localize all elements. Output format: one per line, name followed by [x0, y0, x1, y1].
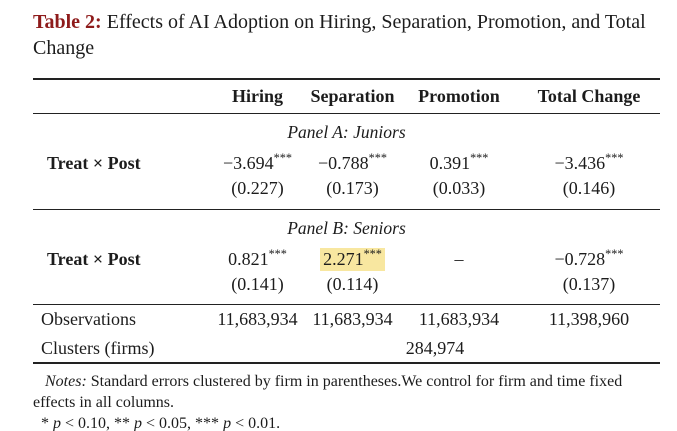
observations-row: Observations 11,683,934 11,683,934 11,68…: [33, 305, 660, 334]
sig-part: *: [41, 415, 53, 431]
coef-cell-b-promotion: –: [400, 248, 518, 271]
coefficient-value: −0.788***: [315, 150, 390, 175]
significance-stars: ***: [368, 150, 387, 165]
panel-a-coefficient-row: Treat × Post −3.694*** −0.788*** 0.391**…: [33, 150, 660, 176]
coef-number: 2.271: [323, 248, 364, 269]
coef-number: −0.788: [317, 152, 369, 173]
panel-b-title-row: Panel B: Seniors: [33, 210, 660, 246]
panel-b-stderr-row: (0.141) (0.114) (0.137): [33, 272, 660, 297]
coefficient-value: −0.728***: [551, 246, 626, 271]
table-bottom-rule: [33, 362, 660, 364]
panel-a-row-label: Treat × Post: [47, 152, 141, 173]
coef-cell-b-hiring: 0.821***: [210, 246, 305, 271]
se-cell-b-total-change: (0.137): [562, 274, 616, 294]
clusters-row: Clusters (firms) 284,974: [33, 334, 660, 362]
observations-promotion: 11,683,934: [418, 309, 500, 329]
se-cell-b-hiring: (0.141): [231, 274, 284, 294]
coefficient-value: −3.694***: [220, 150, 295, 175]
se-cell-a-hiring: (0.227): [231, 178, 284, 198]
coef-number: 0.821: [228, 248, 269, 269]
coef-number: −3.694: [222, 152, 274, 173]
panel-a-title: Panel A: Juniors: [287, 121, 406, 142]
clusters-label: Clusters (firms): [41, 337, 155, 358]
significance-stars: ***: [268, 246, 287, 261]
panel-a-spacer: [33, 201, 660, 209]
column-header-total-change: Total Change: [537, 86, 641, 106]
coef-number: −3.436: [554, 152, 606, 173]
significance-stars: ***: [605, 246, 624, 261]
se-cell-a-total-change: (0.146): [562, 178, 616, 198]
sig-part: < 0.01.: [231, 415, 281, 431]
se-cell-a-promotion: (0.033): [432, 178, 486, 198]
sig-p: p: [53, 415, 61, 431]
coef-cell-a-hiring: −3.694***: [210, 150, 305, 175]
coef-cell-a-promotion: 0.391***: [400, 150, 518, 175]
coefficient-value: 0.391***: [427, 150, 492, 175]
coef-cell-b-separation: 2.271***: [305, 246, 400, 271]
significance-stars: ***: [273, 150, 292, 165]
coef-number: –: [454, 248, 464, 269]
column-header-separation: Separation: [310, 86, 395, 106]
coef-cell-a-total-change: −3.436***: [518, 150, 660, 175]
sig-part: < 0.05, ***: [142, 415, 224, 431]
highlighted-coefficient-value: 2.271***: [320, 246, 385, 271]
significance-stars: ***: [605, 150, 624, 165]
coefficient-value: –: [452, 248, 467, 271]
table-header-row: Hiring Separation Promotion Total Change: [33, 80, 660, 113]
observations-hiring: 11,683,934: [217, 309, 298, 329]
observations-separation: 11,683,934: [312, 309, 393, 329]
se-cell-b-separation: (0.114): [326, 274, 379, 294]
header-bottom-rule: [33, 113, 660, 114]
table-top-rule: [33, 78, 660, 80]
notes-label: Notes:: [45, 373, 87, 390]
sig-p: p: [134, 415, 143, 431]
panel-b-title: Panel B: Seniors: [287, 217, 406, 238]
table-title-text: Effects of AI Adoption on Hiring, Separa…: [33, 11, 646, 59]
table-notes: Notes: Standard errors clustered by firm…: [33, 371, 660, 431]
table-number-label: Table 2:: [33, 11, 102, 33]
panel-a-title-row: Panel A: Juniors: [33, 114, 660, 150]
coef-cell-b-total-change: −0.728***: [518, 246, 660, 271]
observations-total-change: 11,398,960: [548, 309, 630, 329]
column-header-hiring: Hiring: [231, 86, 283, 106]
coef-number: 0.391: [429, 152, 471, 173]
coef-cell-a-separation: −0.788***: [305, 150, 400, 175]
coef-number: −0.728: [554, 248, 606, 269]
regression-table: Hiring Separation Promotion Total Change…: [33, 78, 660, 364]
significance-stars: ***: [363, 246, 382, 261]
panel-b-row-label: Treat × Post: [47, 248, 141, 269]
significance-note: * p < 0.10, ** p < 0.05, *** p < 0.01.: [33, 413, 660, 431]
panel-a-stderr-row: (0.227) (0.173) (0.033) (0.146): [33, 176, 660, 201]
notes-text: Standard errors clustered by firm in par…: [33, 373, 623, 411]
sig-p: p: [223, 415, 232, 431]
sig-part: < 0.10, **: [61, 415, 135, 431]
table-title: Table 2: Effects of AI Adoption on Hirin…: [33, 9, 660, 61]
significance-stars: ***: [470, 150, 489, 165]
coefficient-value: −3.436***: [551, 150, 626, 175]
notes-paragraph: Notes: Standard errors clustered by firm…: [33, 371, 660, 413]
panel-divider-rule: [33, 209, 660, 210]
panel-b-coefficient-row: Treat × Post 0.821*** 2.271*** – −0.728*…: [33, 246, 660, 272]
observations-label: Observations: [41, 309, 136, 329]
panel-b-spacer: [33, 297, 660, 304]
se-cell-a-separation: (0.173): [326, 178, 379, 198]
column-header-promotion: Promotion: [418, 86, 500, 106]
coefficient-value: 0.821***: [225, 246, 290, 271]
clusters-value: 284,974: [405, 337, 465, 358]
summary-top-rule: [33, 304, 660, 305]
